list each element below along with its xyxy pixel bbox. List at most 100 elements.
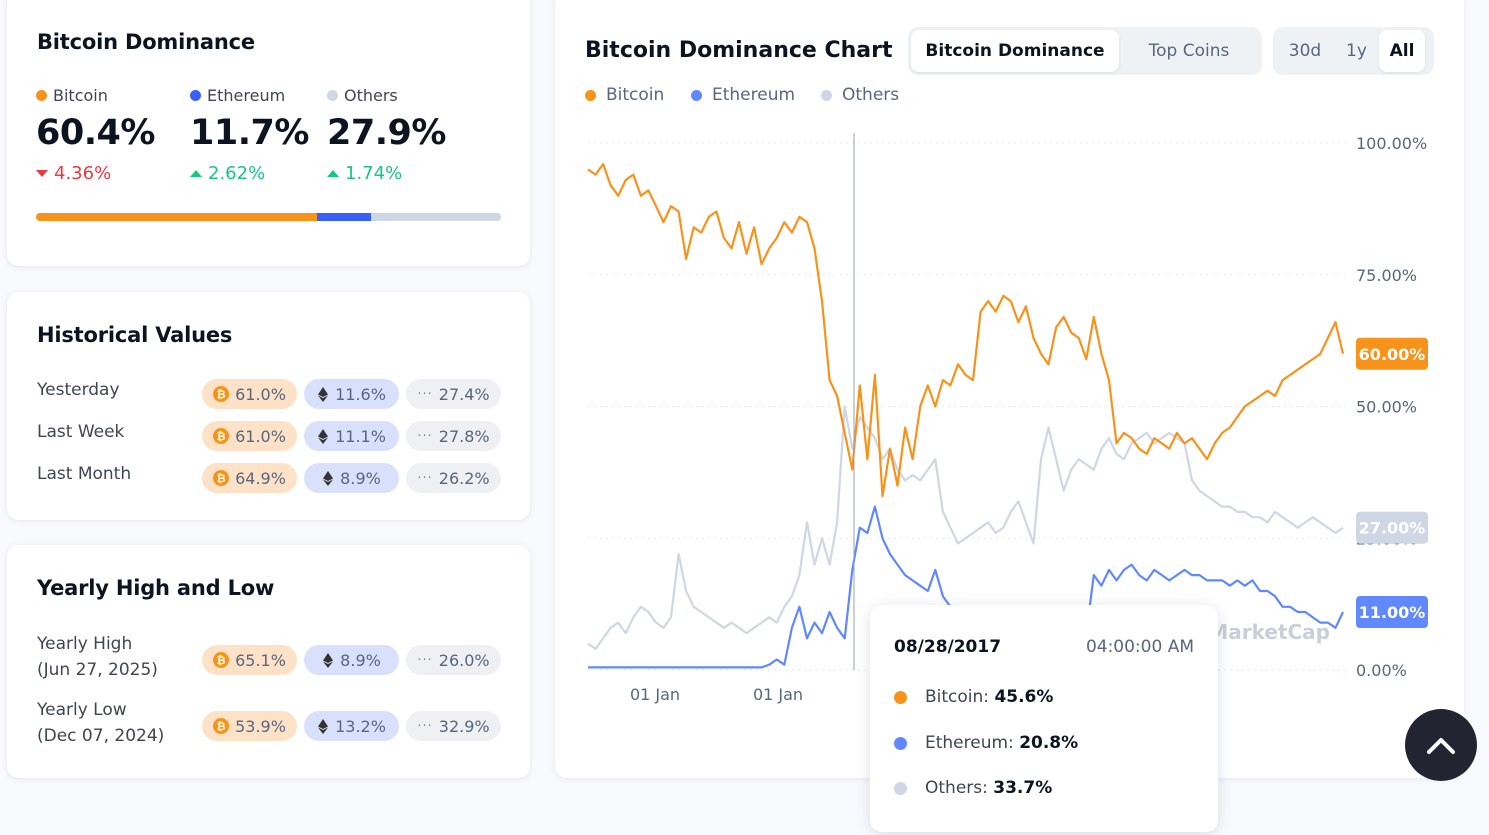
- bitcoin-icon: ₿: [213, 718, 230, 734]
- dominance-change: 2.62%: [208, 163, 266, 184]
- bitcoin-dot: [585, 89, 596, 101]
- x-tick-label: 01 Jan: [630, 685, 680, 704]
- ethereum-dot: [894, 736, 907, 750]
- last-value-label: 11.00%: [1359, 603, 1426, 622]
- range-all[interactable]: All: [1379, 30, 1425, 72]
- y-tick-label: 75.00%: [1356, 266, 1417, 285]
- others-dot: [327, 89, 338, 101]
- ethereum-dot: [691, 89, 702, 101]
- y-tick-label: 100.00%: [1356, 134, 1427, 153]
- others-icon: ···: [417, 428, 433, 444]
- range-1y[interactable]: 1y: [1346, 41, 1367, 61]
- dominance-ethereum: Ethereum 11.7% 2.62%: [190, 85, 309, 184]
- tab-bitcoin-dominance[interactable]: Bitcoin Dominance: [911, 30, 1119, 72]
- ethereum-pill: 8.9%: [304, 645, 399, 675]
- dominance-bar-ethereum: [316, 213, 372, 221]
- row-label: Yearly Low (Dec 07, 2024): [37, 697, 164, 749]
- dominance-value: 11.7%: [190, 113, 309, 153]
- legend-ethereum[interactable]: Ethereum: [691, 85, 795, 105]
- dominance-value: 27.9%: [327, 113, 446, 153]
- last-value-badge: [1356, 511, 1428, 544]
- bitcoin-dot: [36, 89, 47, 101]
- dominance-label: Bitcoin: [53, 85, 108, 105]
- others-pill: ··· 27.8%: [406, 421, 501, 451]
- chart-title: Bitcoin Dominance Chart: [585, 38, 893, 63]
- tooltip-row-ethereum: Ethereum: 20.8%: [894, 733, 1078, 753]
- view-toggle: Bitcoin Dominance Top Coins: [908, 27, 1262, 75]
- row-label: Yesterday: [37, 380, 120, 400]
- others-icon: ···: [417, 386, 433, 402]
- others-icon: ···: [417, 652, 433, 668]
- tooltip-row-others: Others: 33.7%: [894, 778, 1052, 798]
- ethereum-dot: [190, 89, 201, 101]
- others-pill: ··· 26.2%: [406, 463, 501, 493]
- others-pill: ··· 27.4%: [406, 379, 501, 409]
- others-icon: ···: [417, 470, 433, 486]
- ethereum-pill: 11.1%: [304, 421, 399, 451]
- dominance-others: Others 27.9% 1.74%: [327, 85, 446, 184]
- row-label: Last Week: [37, 422, 125, 442]
- others-pill: ··· 26.0%: [406, 645, 501, 675]
- tooltip-row-bitcoin: Bitcoin: 45.6%: [894, 687, 1053, 707]
- ethereum-icon: [317, 428, 329, 444]
- others-pill: ··· 32.9%: [406, 711, 501, 741]
- dominance-bar-bitcoin: [36, 213, 317, 221]
- scroll-to-top-button[interactable]: [1405, 709, 1477, 781]
- row-date: (Dec 07, 2024): [37, 726, 165, 746]
- bitcoin-icon: ₿: [213, 652, 230, 668]
- ethereum-icon: [322, 652, 334, 668]
- others-dot: [894, 781, 907, 795]
- range-30d[interactable]: 30d: [1288, 41, 1322, 61]
- last-value-label: 27.00%: [1359, 519, 1426, 538]
- bitcoin-pill: ₿ 64.9%: [202, 463, 297, 493]
- yearly-high-low-card: Yearly High and Low Yearly High (Jun 27, …: [7, 545, 530, 778]
- ethereum-pill: 13.2%: [304, 711, 399, 741]
- series-line-others: [587, 405, 1344, 650]
- ethereum-pill: 11.6%: [304, 379, 399, 409]
- bitcoin-pill: ₿ 61.0%: [202, 421, 297, 451]
- bitcoin-icon: ₿: [213, 470, 230, 486]
- tooltip-time: 04:00:00 AM: [1085, 637, 1194, 657]
- dominance-card: Bitcoin Dominance Bitcoin 60.4% 4.36% Et…: [7, 0, 530, 266]
- ethereum-icon: [322, 470, 334, 486]
- last-value-badge: [1356, 596, 1428, 629]
- tooltip-date: 08/28/2017: [894, 637, 1002, 657]
- ethereum-icon: [317, 718, 329, 734]
- ethereum-icon: [317, 386, 329, 402]
- y-tick-label: 50.00%: [1356, 398, 1417, 417]
- caret-up-icon: [190, 170, 202, 177]
- chart-tooltip: 08/28/2017 04:00:00 AM Bitcoin: 45.6% Et…: [870, 605, 1218, 832]
- x-tick-label: 01 Jan: [753, 685, 803, 704]
- historical-title: Historical Values: [37, 323, 233, 347]
- yearly-title: Yearly High and Low: [37, 576, 275, 600]
- ethereum-pill: 8.9%: [304, 463, 399, 493]
- dominance-value: 60.4%: [36, 113, 155, 153]
- bitcoin-dot: [894, 690, 907, 704]
- tab-top-coins[interactable]: Top Coins: [1148, 41, 1230, 61]
- last-value-label: 60.00%: [1359, 345, 1426, 364]
- dominance-title: Bitcoin Dominance: [37, 30, 255, 54]
- dominance-change: 4.36%: [54, 163, 112, 184]
- bitcoin-pill: ₿ 65.1%: [202, 645, 297, 675]
- dominance-label: Ethereum: [207, 85, 286, 105]
- dominance-change: 1.74%: [345, 163, 403, 184]
- others-dot: [821, 89, 832, 101]
- range-toggle: 30d 1y All: [1273, 27, 1434, 75]
- chevron-up-icon: [1427, 738, 1455, 754]
- y-tick-label: 0.00%: [1356, 661, 1407, 680]
- bitcoin-pill: ₿ 53.9%: [202, 711, 297, 741]
- dominance-bar: [36, 213, 501, 221]
- bitcoin-pill: ₿ 61.0%: [202, 379, 297, 409]
- historical-values-card: Historical Values Yesterday ₿ 61.0% 11.6% ··…: [7, 292, 530, 520]
- row-label: Last Month: [37, 464, 132, 484]
- dominance-bitcoin: Bitcoin 60.4% 4.36%: [36, 85, 155, 184]
- bitcoin-icon: ₿: [213, 386, 230, 402]
- row-label: Yearly High (Jun 27, 2025): [37, 631, 158, 683]
- last-value-badge: [1356, 337, 1428, 370]
- bitcoin-icon: ₿: [213, 428, 230, 444]
- dominance-bar-others: [371, 213, 501, 221]
- others-icon: ···: [417, 718, 433, 734]
- legend-others[interactable]: Others: [821, 85, 899, 105]
- legend-bitcoin[interactable]: Bitcoin: [585, 85, 664, 105]
